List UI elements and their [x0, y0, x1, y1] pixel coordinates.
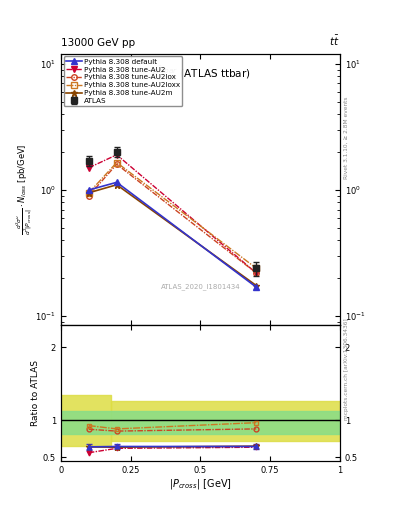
Legend: Pythia 8.308 default, Pythia 8.308 tune-AU2, Pythia 8.308 tune-AU2lox, Pythia 8.: Pythia 8.308 default, Pythia 8.308 tune-…	[64, 56, 182, 106]
Pythia 8.308 tune-AU2m	[86, 190, 91, 196]
Pythia 8.308 tune-AU2lox	[114, 161, 119, 167]
Y-axis label: Ratio to ATLAS: Ratio to ATLAS	[31, 360, 40, 426]
Pythia 8.308 tune-AU2loxx	[86, 190, 91, 196]
Text: $P^{\bar{t}tbar}_{cross}$ (ATLAS ttbar): $P^{\bar{t}tbar}_{cross}$ (ATLAS ttbar)	[151, 65, 250, 83]
X-axis label: $|P_{cross}|$ [GeV]: $|P_{cross}|$ [GeV]	[169, 477, 232, 492]
Pythia 8.308 default	[86, 187, 91, 193]
Pythia 8.308 tune-AU2lox	[254, 270, 259, 276]
Bar	[61, 411, 340, 434]
Pythia 8.308 tune-AU2lox	[86, 193, 91, 199]
Text: $t\bar{t}$: $t\bar{t}$	[329, 33, 340, 48]
Line: Pythia 8.308 tune-AU2loxx: Pythia 8.308 tune-AU2loxx	[86, 160, 259, 271]
Line: Pythia 8.308 tune-AU2: Pythia 8.308 tune-AU2	[86, 152, 259, 276]
Pythia 8.308 tune-AU2	[254, 270, 259, 276]
Pythia 8.308 default	[254, 284, 259, 290]
Pythia 8.308 tune-AU2m	[254, 283, 259, 289]
Line: Pythia 8.308 tune-AU2m: Pythia 8.308 tune-AU2m	[85, 181, 260, 289]
Pythia 8.308 tune-AU2	[86, 165, 91, 171]
Pythia 8.308 tune-AU2loxx	[114, 159, 119, 165]
Text: ATLAS_2020_I1801434: ATLAS_2020_I1801434	[161, 283, 240, 290]
Line: Pythia 8.308 tune-AU2lox: Pythia 8.308 tune-AU2lox	[86, 161, 259, 276]
Pythia 8.308 tune-AU2	[114, 152, 119, 158]
Pythia 8.308 default	[114, 179, 119, 185]
Y-axis label: $\frac{d^2\sigma^u}{d^2|P_{cross}|}\cdot N_{loss}$ [pb/GeV]: $\frac{d^2\sigma^u}{d^2|P_{cross}|}\cdot…	[14, 144, 34, 235]
Text: mcplots.cern.ch [arXiv:1306.3436]: mcplots.cern.ch [arXiv:1306.3436]	[344, 318, 349, 419]
Text: Rivet 3.1.10, ≥ 2.8M events: Rivet 3.1.10, ≥ 2.8M events	[344, 97, 349, 180]
Text: 13000 GeV pp: 13000 GeV pp	[61, 37, 135, 48]
Pythia 8.308 tune-AU2loxx	[254, 265, 259, 271]
Pythia 8.308 tune-AU2m	[114, 182, 119, 188]
Line: Pythia 8.308 default: Pythia 8.308 default	[86, 180, 259, 290]
